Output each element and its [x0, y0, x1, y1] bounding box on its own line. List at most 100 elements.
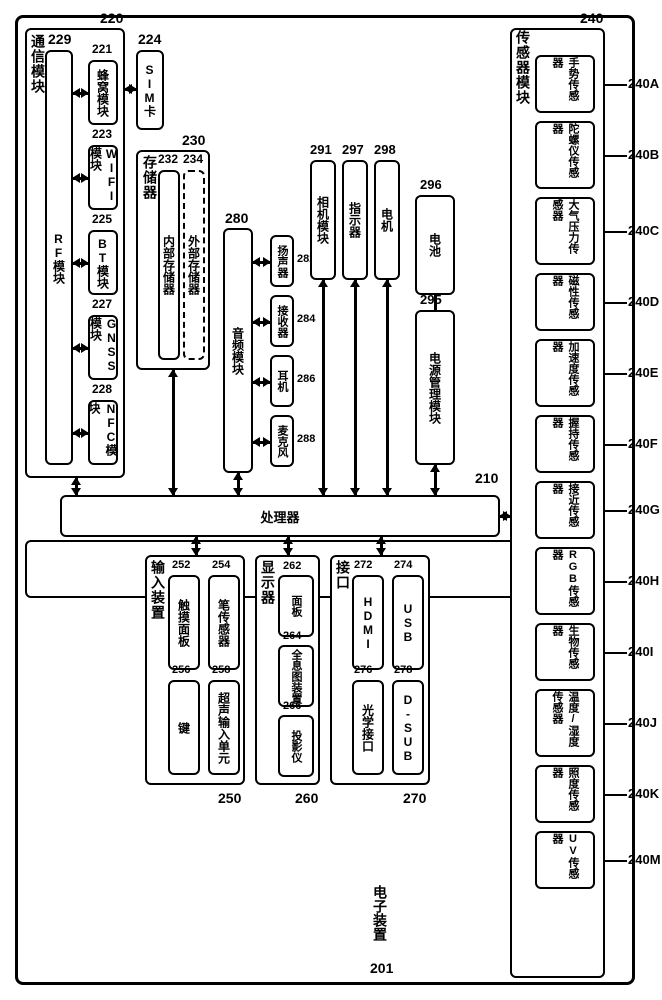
battery-box: 电池 [415, 195, 455, 295]
input-proc-conn [195, 537, 198, 555]
audio-item-conn [253, 321, 270, 324]
sensor-item: RGB传感器 [535, 547, 595, 615]
power-mgmt: 电源管理模块 [415, 310, 455, 465]
audio-item: 麦克风 [270, 415, 294, 467]
sensor-item-ref: 240M [628, 852, 661, 867]
interface-item-ref: 278 [394, 664, 412, 676]
display-item: 面板 [278, 575, 314, 637]
comm-item-ref: 221 [92, 42, 112, 56]
sensor-item-label: 大气压力传感器 [549, 199, 581, 263]
rf-ref: 229 [48, 31, 71, 47]
sensor-item-label: 照度传感器 [549, 767, 581, 821]
sensor-ref-leader [605, 723, 627, 725]
interface-item-label: USB [401, 602, 415, 644]
audio-module: 音频模块 [223, 228, 253, 473]
display-item-label: 面板 [288, 595, 304, 617]
display-ref: 260 [295, 790, 318, 806]
audio-item-label: 扬声器 [274, 245, 290, 278]
comm-rf-conn [73, 92, 88, 95]
internal-memory: 内部存储器 [158, 170, 180, 360]
sim-card: SIM卡 [136, 50, 164, 130]
audio-item-ref: 286 [297, 373, 315, 385]
input-item-label: 键 [176, 722, 193, 734]
interface-item: HDMI [352, 575, 384, 670]
sensor-item-label: 磁性传感器 [549, 275, 581, 329]
sensor-item: 陀螺仪传感器 [535, 121, 595, 189]
sensor-ref-leader [605, 860, 627, 862]
interface-label: 接口 [333, 560, 353, 590]
device-ref: 201 [370, 960, 393, 976]
sensor-ref-leader [605, 231, 627, 233]
display-item-ref: 264 [283, 630, 301, 642]
sensor-item-label: 陀螺仪传感器 [549, 123, 581, 187]
indicator-ref: 297 [342, 142, 364, 157]
device-label: 电子装置 [370, 885, 390, 941]
input-item-label: 触摸面板 [176, 599, 193, 647]
sim-conn [125, 88, 136, 91]
sensor-item-ref: 240H [628, 573, 659, 588]
external-memory-label: 外部存储器 [186, 235, 203, 295]
sensor-item-ref: 240E [628, 365, 658, 380]
input-item: 键 [168, 680, 200, 775]
sensor-item-label: RGB传感器 [549, 549, 581, 613]
interface-item: D-SUB [392, 680, 424, 775]
display-item-label: 投影仪 [288, 730, 304, 763]
sensor-ref-leader [605, 794, 627, 796]
sensor-item: 接近传感器 [535, 481, 595, 539]
interface-ref: 270 [403, 790, 426, 806]
sensor-item-ref: 240K [628, 786, 659, 801]
comm-rf-conn [73, 177, 88, 180]
sensor-ref-leader [605, 155, 627, 157]
memory-label: 存储器 [140, 155, 160, 200]
display-item: 全息图装置 [278, 645, 314, 707]
sim-ref: 224 [138, 31, 161, 47]
interface-item: 光学接口 [352, 680, 384, 775]
camera-module: 相机模块 [310, 160, 336, 280]
input-item-ref: 258 [212, 664, 230, 676]
comm-item: WIFI模块 [88, 145, 118, 210]
comm-item: NFC模块 [88, 400, 118, 465]
audio-item: 耳机 [270, 355, 294, 407]
comm-ref: 220 [100, 10, 123, 26]
audio-item-label: 麦克风 [274, 425, 290, 458]
display-item: 投影仪 [278, 715, 314, 777]
sensor-module-label-h: 传感器模块 [513, 30, 533, 108]
sensor-item: 手势传感器 [535, 55, 595, 113]
audio-item-label: 耳机 [274, 370, 290, 392]
interface-item-label: D-SUB [401, 693, 415, 763]
sensor-item-label: 手势传感器 [549, 57, 581, 111]
sensor-item: 生物传感器 [535, 623, 595, 681]
input-item: 笔传感器 [208, 575, 240, 670]
sensor-ref-leader [605, 581, 627, 583]
sensor-item-label: 生物传感器 [549, 625, 581, 679]
comm-rf-conn [73, 262, 88, 265]
external-memory: 外部存储器 [183, 170, 205, 360]
display-item-label: 全息图装置 [288, 649, 304, 704]
sensor-item: 磁性传感器 [535, 273, 595, 331]
motor-box: 电机 [374, 160, 400, 280]
display-label: 显示器 [258, 560, 278, 605]
audio-ref: 280 [225, 210, 248, 226]
sensor-item-label: 温度/湿度传感器 [549, 691, 581, 755]
battery-label: 电池 [427, 233, 444, 257]
rf-module: RF模块 [45, 50, 73, 465]
sensor-item-ref: 240A [628, 76, 659, 91]
rf-label: RF模块 [51, 232, 68, 284]
input-label: 输入装置 [148, 560, 168, 620]
audio-item: 扬声器 [270, 235, 294, 287]
sensor-item-label: UV传感器 [549, 833, 581, 887]
sensor-item-ref: 240B [628, 147, 659, 162]
input-ref: 250 [218, 790, 241, 806]
external-memory-ref: 234 [183, 152, 203, 166]
sensor-item: 大气压力传感器 [535, 197, 595, 265]
display-proc-conn [287, 537, 290, 555]
indicator-proc-conn [354, 280, 357, 495]
sensor-item: 加速度传感器 [535, 339, 595, 407]
input-item-ref: 252 [172, 559, 190, 571]
comm-item-label: 蜂窝模块 [95, 69, 112, 117]
comm-item: 蜂窝模块 [88, 60, 118, 125]
sensor-item-label: 加速度传感器 [549, 341, 581, 405]
input-item-label: 笔传感器 [216, 599, 233, 647]
internal-memory-ref: 232 [158, 152, 178, 166]
battery-ref: 296 [420, 177, 442, 192]
